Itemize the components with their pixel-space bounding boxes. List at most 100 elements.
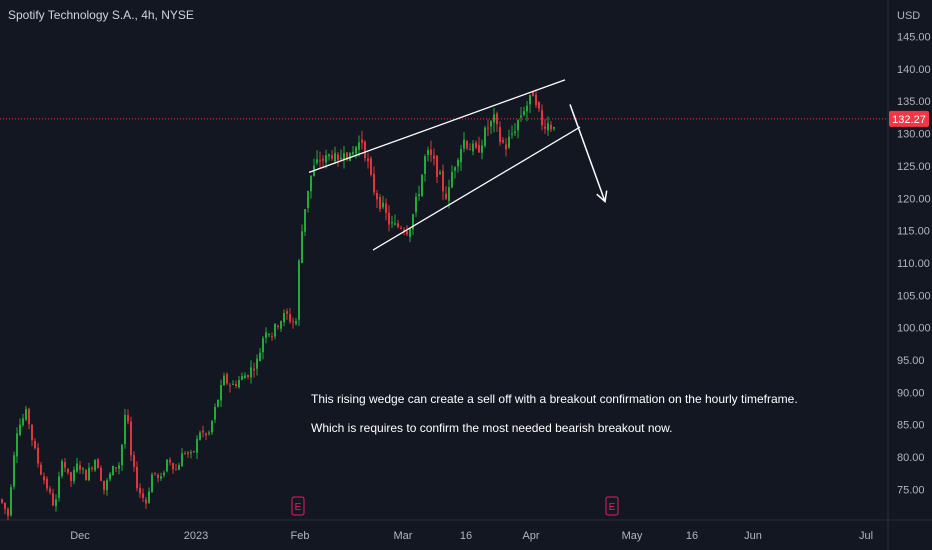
svg-text:E: E [609,502,616,513]
candle [511,125,513,139]
x-tick-label: 16 [686,530,698,542]
candle [139,483,141,499]
y-tick-label: 125.00 [897,161,931,173]
candle [418,185,420,201]
annotation-line-2: Which is requires to confirm the most ne… [311,421,673,435]
candle [523,106,525,117]
candle [229,382,231,393]
candle [313,158,315,177]
candle [211,420,213,435]
candle [262,335,264,360]
candle [97,458,99,469]
candle [106,478,108,496]
candle [22,413,24,427]
candle [529,94,531,114]
x-tick-label: Mar [394,530,413,542]
candle [25,405,27,422]
candle [121,444,123,471]
candle [505,138,507,157]
candle [286,308,288,320]
candle [4,502,6,515]
candle [409,227,411,243]
candle [469,143,471,151]
candle [433,148,435,166]
current-price-label: 132.27 [892,114,926,126]
candle [397,219,399,229]
candle [85,469,87,481]
candle [238,375,240,389]
candle [244,372,246,379]
candle [334,146,336,164]
candle [412,213,414,235]
candle [466,139,468,151]
candle [43,472,45,485]
candle [538,101,540,113]
wedge-upper-line [308,79,566,173]
candle [310,175,312,199]
candle [31,424,33,447]
y-tick-label: 145.00 [897,32,931,44]
candle [145,496,147,509]
candle [148,487,150,504]
candles [1,89,555,521]
candle [427,146,429,162]
y-tick-label: 85.00 [897,420,925,432]
candle [199,430,201,441]
candle [454,165,456,179]
candle [406,225,408,237]
x-tick-label: May [622,530,643,542]
candle [265,327,267,344]
candle [361,130,363,150]
y-tick-label: 90.00 [897,387,925,399]
candle [46,476,48,492]
candle [424,154,426,182]
candle [181,448,183,467]
candle [388,205,390,232]
candle [487,119,489,137]
candle [526,100,528,122]
candle [58,471,60,502]
candle [541,104,543,131]
candle [550,121,552,133]
candle [343,145,345,169]
candle [385,198,387,221]
candle [325,149,327,169]
candle [160,472,162,481]
candle [496,111,498,132]
candle [235,380,237,389]
candle [301,224,303,264]
candle [430,140,432,162]
candle [157,473,159,483]
candle [154,472,156,476]
candle [187,451,189,458]
y-tick-label: 140.00 [897,64,931,76]
candle [337,152,339,167]
candle [499,121,501,146]
x-tick-label: Dec [70,530,90,542]
earnings-marker[interactable]: E [291,496,305,516]
candle [10,484,12,517]
candle [118,462,120,475]
candle [103,480,105,495]
candle [40,462,42,476]
candle [61,459,63,479]
candle [448,179,450,209]
candle [373,166,375,196]
candle [241,372,243,381]
candle [484,125,486,148]
candle [193,450,195,453]
candle [112,465,114,476]
candle [436,154,438,184]
earnings-marker[interactable]: E [605,496,619,516]
candle [298,258,300,327]
candle [130,416,132,461]
annotation-line-1: This rising wedge can create a sell off … [311,392,798,406]
candle [115,466,117,473]
y-tick-label: 115.00 [897,226,930,238]
candle [1,498,3,505]
candle [142,488,144,503]
y-tick-label: 75.00 [897,484,925,496]
candle [280,320,282,332]
candle [13,451,15,490]
